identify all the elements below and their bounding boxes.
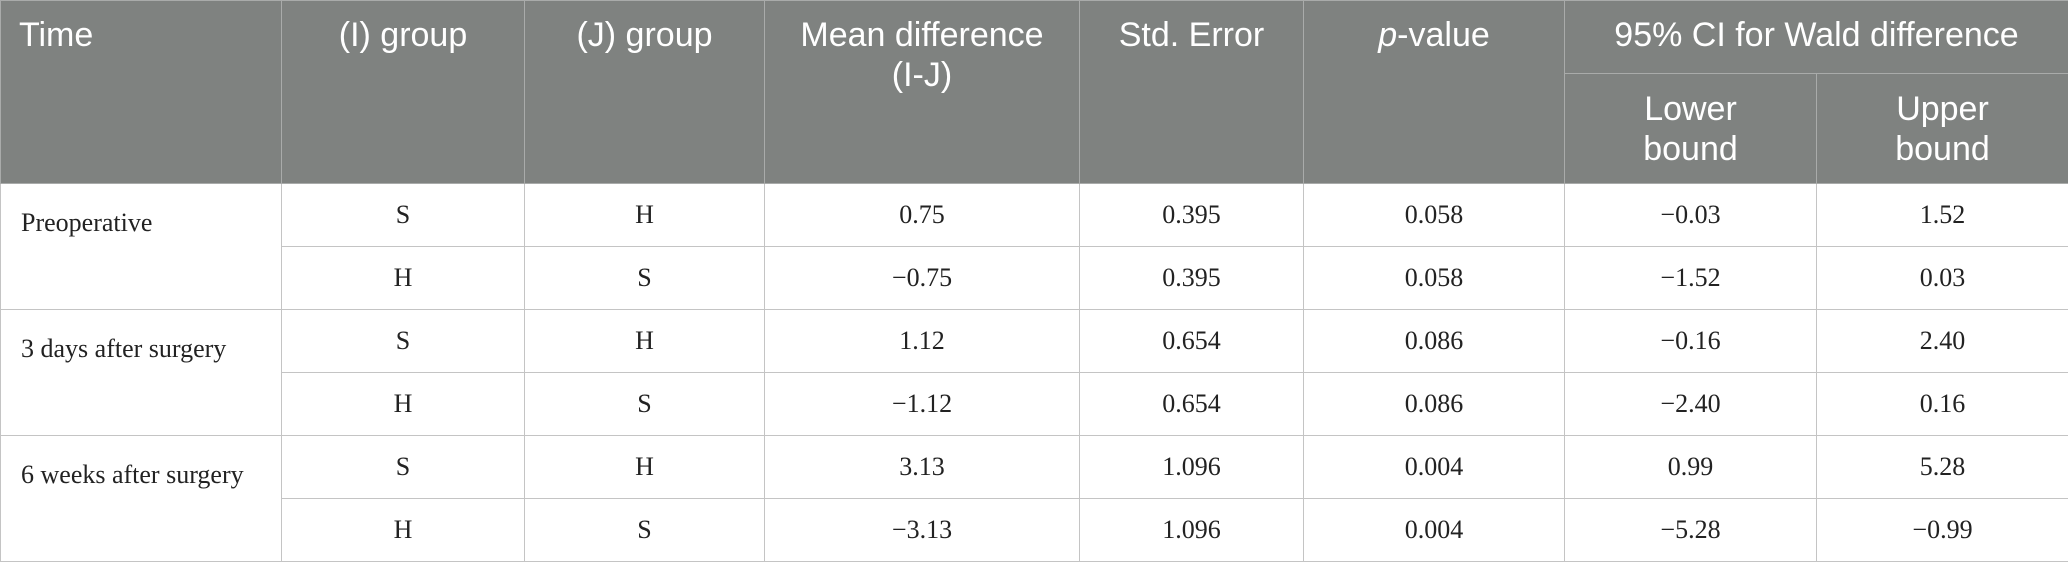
header-row: Time (I) group (J) group Mean difference… [0,0,2068,184]
body-row: H S −3.13 1.096 0.004 −5.28 −0.99 [1,498,2068,562]
table-head: Time (I) group (J) group Mean difference… [0,0,2068,184]
value-cell: −5.28 [1564,498,1817,562]
value-cell: 0.395 [1079,246,1304,310]
value-cell: S [281,435,525,499]
value-cell: −1.12 [764,372,1080,436]
value-cell: 2.40 [1815,309,2068,373]
value-cell: 1.096 [1079,435,1304,499]
header-cell: Mean difference (I-J) [764,0,1080,184]
value-cell: S [524,372,765,436]
value-cell: S [281,309,525,373]
value-cell: 1.096 [1079,498,1304,562]
value-cell: 1.12 [764,309,1080,373]
value-cell: 0.086 [1303,309,1565,373]
header-text: Upper bound [1895,89,1990,168]
value-cell: H [281,498,525,562]
value-cell: 0.058 [1303,246,1565,310]
header-cell: Time [0,0,282,184]
value-cell: S [281,183,525,247]
value-cell: 0.03 [1815,246,2068,310]
subheader-cell: Lower bound [1564,73,1817,184]
time-cell: Preoperative [0,183,282,310]
body-row: H S −0.75 0.395 0.058 −1.52 0.03 [1,246,2068,310]
value-cell: −0.99 [1815,498,2068,562]
value-cell: 1.52 [1815,183,2068,247]
body-row: 6 weeks after surgery S H 3.13 1.096 0.004 0.9… [0,435,2068,562]
value-cell: H [281,372,525,436]
value-cell: 0.058 [1303,183,1565,247]
value-cell: −3.13 [764,498,1080,562]
value-cell: −0.75 [764,246,1080,310]
table-body: Preoperative S H 0.75 0.395 0.058 −0.03 1.52 H S −… [0,183,2068,562]
value-cell: 0.75 [764,183,1080,247]
body-row: H S −1.12 0.654 0.086 −2.40 0.16 [1,372,2068,436]
value-cell: −0.16 [1564,309,1817,373]
header-cell: 95% CI for Wald difference [1563,0,2068,74]
value-cell: 0.16 [1815,372,2068,436]
time-cell: 3 days after surgery [0,309,282,436]
value-cell: H [524,183,765,247]
value-cell: H [524,309,765,373]
value-cell: 0.004 [1303,435,1565,499]
subheader-cell: Upper bound [1815,73,2068,184]
value-cell: S [524,498,765,562]
value-cell: H [524,435,765,499]
value-cell: H [281,246,525,310]
time-cell: 6 weeks after surgery [0,435,282,562]
value-cell: S [524,246,765,310]
value-cell: 0.086 [1303,372,1565,436]
value-cell: 0.99 [1564,435,1817,499]
value-cell: −0.03 [1564,183,1817,247]
value-cell: 0.004 [1303,498,1565,562]
subheader-row: Lower bound Upper bound [1,73,2068,184]
header-cell: (I) group [281,0,525,184]
header-cell: p-value [1303,0,1565,184]
header-text: Lower bound [1643,89,1738,168]
header-text: p-value [1378,16,1490,54]
value-cell: 0.654 [1079,309,1304,373]
value-cell: 0.395 [1079,183,1304,247]
header-text: Mean difference (I-J) [800,16,1044,94]
value-cell: 0.654 [1079,372,1304,436]
value-cell: −1.52 [1564,246,1817,310]
header-cell: Std. Error [1079,0,1304,184]
value-cell: −2.40 [1564,372,1817,436]
body-row: Preoperative S H 0.75 0.395 0.058 −0.03 1.52 [0,183,2068,310]
header-cell: (J) group [524,0,765,184]
value-cell: 3.13 [764,435,1080,499]
value-cell: 5.28 [1815,435,2068,499]
body-row: 3 days after surgery S H 1.12 0.654 0.086 −0.1… [0,309,2068,436]
